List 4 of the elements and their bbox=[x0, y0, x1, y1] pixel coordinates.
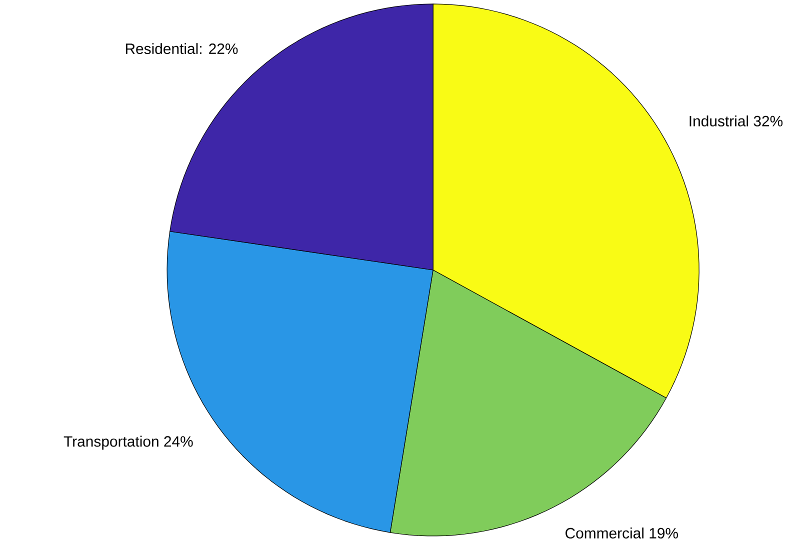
slice-label: Residential: 22% bbox=[126, 43, 238, 54]
slice-label: Commercial 19% bbox=[566, 528, 678, 539]
slice-label: Industrial 32% bbox=[690, 115, 783, 126]
slice-label: Transportation 24% bbox=[64, 436, 193, 450]
